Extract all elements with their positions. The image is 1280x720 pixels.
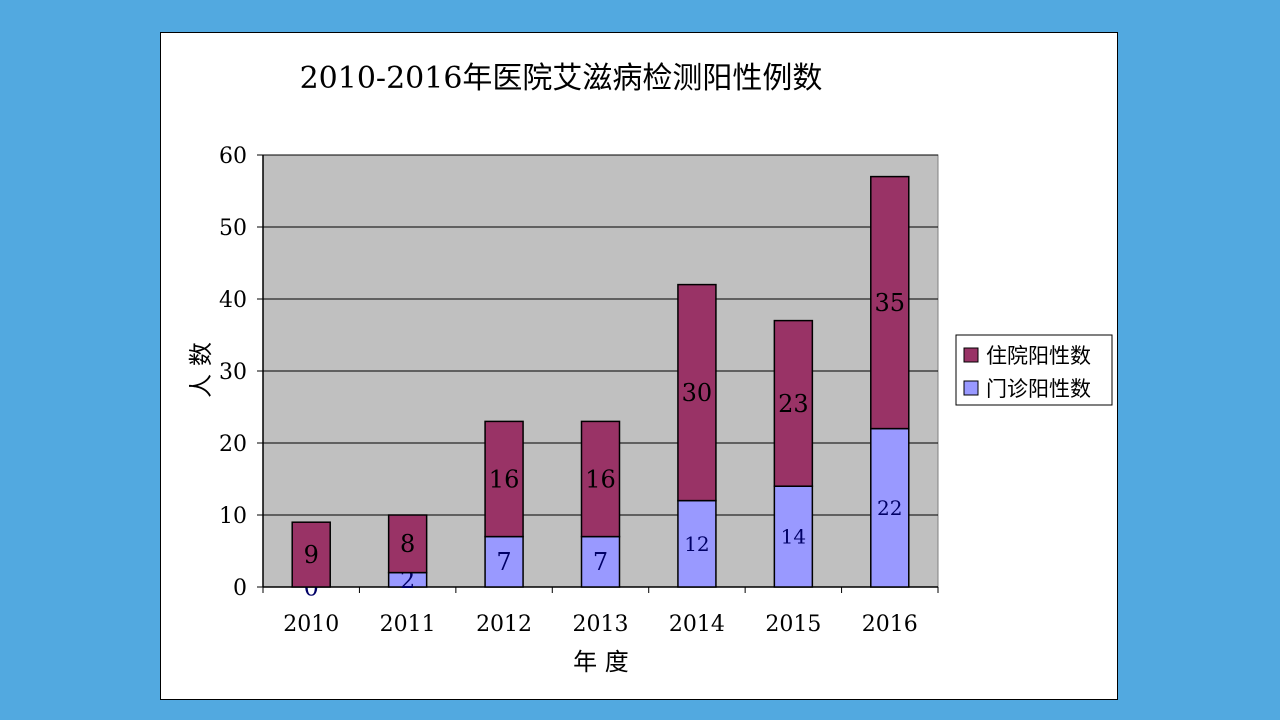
y-tick-label: 40 <box>219 288 247 313</box>
bar-segment <box>773 485 814 588</box>
y-tick-label: 0 <box>233 576 247 601</box>
data-label: 35 <box>875 289 906 317</box>
data-label: 7 <box>593 548 608 576</box>
legend-swatch <box>963 347 979 363</box>
y-tick-label: 20 <box>219 432 247 457</box>
data-label: 7 <box>496 548 511 576</box>
data-label: 16 <box>489 465 520 493</box>
bar-segment <box>291 521 331 588</box>
bar-segment <box>870 427 910 588</box>
bar-segment <box>677 283 717 502</box>
y-tick-label: 50 <box>219 216 247 241</box>
x-tick-label: 2013 <box>573 612 629 637</box>
slide-panel: 2010-2016年医院艾滋病检测阳性例数 010203040506009201… <box>160 32 1118 700</box>
x-axis-label: 年 度 <box>573 648 629 676</box>
bar-segment <box>484 420 524 538</box>
plot-area: 0102030405060092010282011716201271620131… <box>219 144 939 637</box>
legend-box <box>955 334 1113 406</box>
data-label: 9 <box>304 541 319 569</box>
bar-segment <box>870 175 910 430</box>
y-tick-label: 10 <box>219 504 247 529</box>
x-tick-label: 2010 <box>283 612 339 637</box>
y-tick-label: 30 <box>219 360 247 385</box>
legend-swatch <box>963 380 979 396</box>
data-label: 12 <box>684 532 709 556</box>
y-axis-label: 人 数 <box>187 342 215 398</box>
y-tick-label: 60 <box>219 144 247 169</box>
data-label: 23 <box>778 390 809 418</box>
x-tick-label: 2016 <box>862 612 918 637</box>
bar-chart: 2010-2016年医院艾滋病检测阳性例数 010203040506009201… <box>187 61 1113 676</box>
bar-segment <box>387 514 428 574</box>
chart-title: 2010-2016年医院艾滋病检测阳性例数 <box>300 61 823 96</box>
legend-label: 门诊阳性数 <box>986 377 1091 401</box>
data-label: 22 <box>877 496 902 520</box>
bar-segment <box>580 420 621 538</box>
data-label: 8 <box>400 530 415 558</box>
bar-segment <box>773 319 814 487</box>
legend-label: 住院阳性数 <box>986 344 1091 368</box>
data-label: 14 <box>781 525 806 549</box>
data-label: 30 <box>682 379 713 407</box>
x-tick-label: 2015 <box>765 612 821 637</box>
bar-segment <box>580 535 621 588</box>
data-label: 16 <box>585 465 616 493</box>
bar-segment <box>677 499 717 588</box>
x-tick-label: 2011 <box>380 612 436 637</box>
x-tick-label: 2012 <box>476 612 532 637</box>
x-tick-label: 2014 <box>669 612 725 637</box>
bar-segment <box>484 535 524 588</box>
